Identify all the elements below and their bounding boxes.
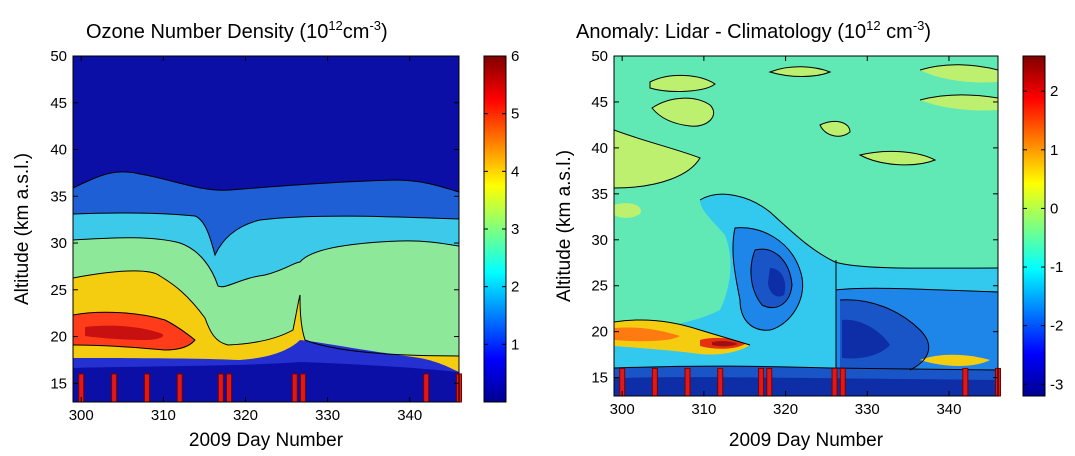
lidar-day-marker (143, 373, 150, 403)
plot-frame (613, 55, 999, 397)
anomaly-positive-patch (650, 75, 715, 92)
lidar-day-marker (217, 373, 224, 403)
colorbar-tick-label: 1 (511, 336, 519, 353)
colorbar-tick-label: 6 (511, 48, 519, 65)
x-tick-label: 300 (610, 401, 635, 418)
axes: 300 310 320 330 340 15 20 25 30 35 40 45 50 (50, 48, 459, 424)
colorbar-tick-label: 0 (1050, 200, 1058, 217)
lidar-day-marker (291, 373, 298, 403)
lidar-day-marker (651, 367, 658, 397)
colorbar-tick-label: 1 (1050, 142, 1058, 159)
anomaly-contour-lines (614, 64, 998, 396)
colorbar-tick-label: -3 (1050, 376, 1063, 393)
y-axis-label: Altitude (km a.s.l.) (12, 153, 33, 305)
lidar-day-marker (684, 367, 691, 397)
lidar-day-marker (226, 373, 233, 403)
anomaly-chart: Anomaly: Lidar - Climatology (1012 cm-3) (554, 18, 1063, 451)
x-tick-label: 310 (691, 401, 716, 418)
x-axis-label: 2009 Day Number (729, 430, 884, 451)
y-tick-label: 15 (591, 370, 608, 387)
x-tick-label: 330 (855, 401, 880, 418)
lidar-day-marker (299, 373, 306, 403)
y-tick-label: 50 (591, 48, 608, 65)
colorbar-tick-label: 5 (511, 106, 519, 123)
plot-frame (72, 55, 460, 403)
colorbar-tick-label: 3 (511, 221, 519, 238)
lidar-day-markers (78, 373, 462, 403)
colorbar: 1 2 3 4 5 6 (483, 48, 519, 403)
colorbar-tick-label: 4 (511, 163, 519, 180)
colorbar-tick-label: -2 (1050, 318, 1063, 335)
lidar-day-marker (717, 367, 724, 397)
chart-title: Ozone Number Density (1012cm-3) (86, 18, 388, 43)
colorbar-tick-label: 2 (511, 279, 519, 296)
x-tick-label: 310 (151, 407, 176, 424)
x-tick-label: 340 (397, 407, 422, 424)
y-tick-label: 40 (591, 140, 608, 157)
y-tick-label: 40 (50, 142, 67, 159)
lidar-day-marker (831, 367, 838, 397)
colorbar: 2 1 0 -1 -2 -3 (1022, 55, 1063, 397)
y-tick-label: 35 (591, 186, 608, 203)
axes: 300 310 320 330 340 15 20 25 30 35 40 45 50 (591, 48, 998, 418)
lidar-day-marker (176, 373, 183, 403)
ozone-core (85, 325, 164, 340)
lidar-day-marker (111, 373, 118, 403)
colorbar-tick-label: -1 (1050, 259, 1063, 276)
ozone-contour-field (73, 56, 459, 402)
y-tick-label: 45 (591, 94, 608, 111)
x-tick-label: 320 (233, 407, 258, 424)
y-tick-label: 45 (50, 95, 67, 112)
colorbar-tick-label: 2 (1050, 83, 1058, 100)
ozone-density-chart: Ozone Number Density (1012cm-3) (12, 18, 519, 451)
lidar-day-marker (423, 373, 430, 403)
lidar-day-marker (758, 367, 765, 397)
y-tick-label: 35 (50, 188, 67, 205)
y-tick-label: 15 (50, 375, 67, 392)
x-tick-label: 330 (315, 407, 340, 424)
x-axis-label: 2009 Day Number (189, 430, 344, 451)
chart-title: Anomaly: Lidar - Climatology (1012 cm-3) (576, 18, 931, 43)
lidar-day-marker (962, 367, 969, 397)
lidar-day-marker (766, 367, 773, 397)
y-tick-label: 30 (591, 232, 608, 249)
x-tick-label: 320 (773, 401, 798, 418)
y-tick-label: 25 (50, 282, 67, 299)
y-tick-label: 25 (591, 278, 608, 295)
y-tick-label: 30 (50, 235, 67, 252)
y-tick-label: 20 (50, 329, 67, 346)
x-tick-label: 340 (936, 401, 961, 418)
x-tick-label: 300 (69, 407, 94, 424)
ozone-contour-lines (73, 171, 459, 357)
anomaly-contour-field (614, 56, 998, 396)
y-axis-label: Altitude (km a.s.l.) (554, 150, 575, 302)
lidar-day-marker (839, 367, 846, 397)
y-tick-label: 20 (591, 324, 608, 341)
y-tick-label: 50 (50, 48, 67, 65)
